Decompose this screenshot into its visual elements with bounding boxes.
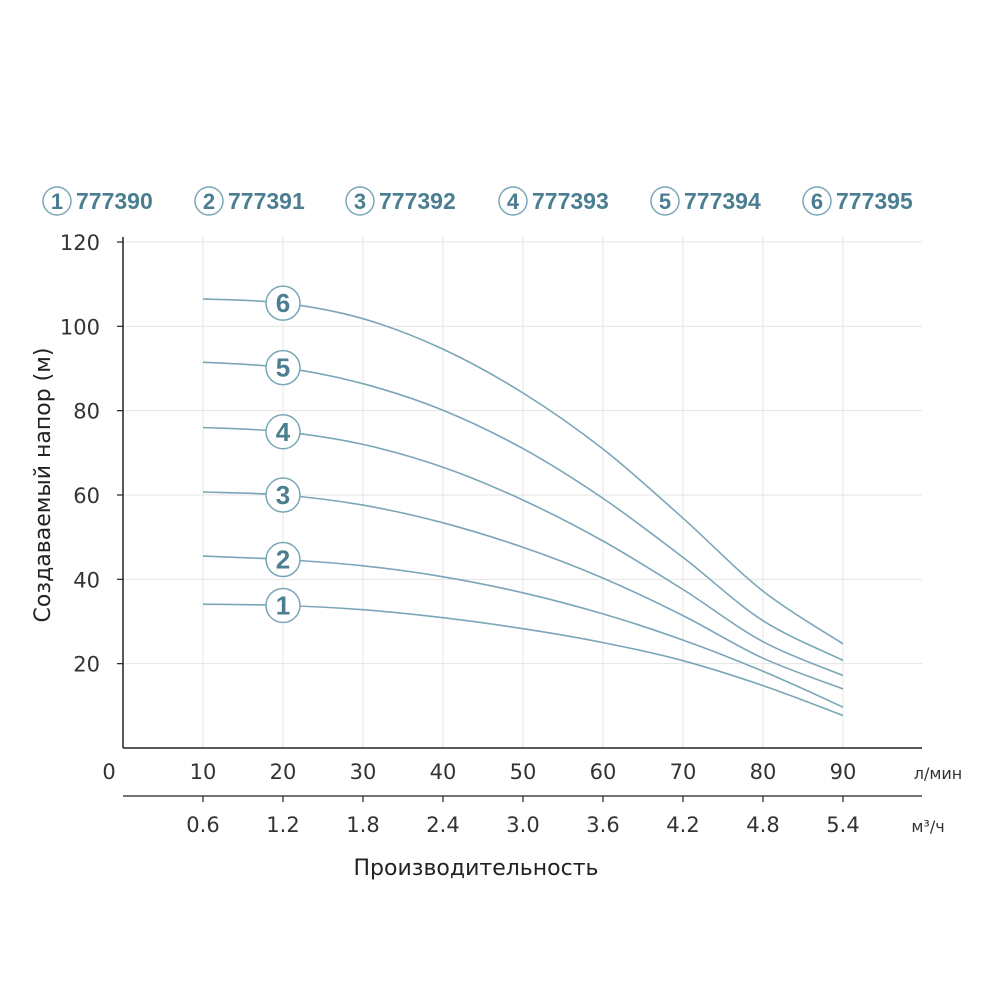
curve-label-1: 1 — [276, 590, 290, 620]
curve-3 — [202, 491, 844, 690]
curve-label-circle-3 — [265, 477, 301, 513]
curves — [202, 298, 844, 717]
y-tick-label: 120 — [60, 231, 100, 255]
legend-num-3: 3 — [354, 189, 366, 214]
x-tick-label-m3h: 1.2 — [266, 813, 299, 837]
curve-label-5: 5 — [276, 353, 290, 383]
legend-num-2: 2 — [203, 189, 215, 214]
legend-circle-4 — [498, 186, 528, 216]
x-tick-label-lmin: 60 — [590, 760, 617, 784]
legend-code-6: 777395 — [836, 188, 913, 214]
origin-label: 0 — [102, 760, 115, 784]
curve-label-6: 6 — [276, 288, 290, 318]
y-axis-title: Создаваемый напор (м) — [31, 348, 56, 623]
curve-6 — [202, 298, 844, 645]
x-unit-m3h: м³/ч — [911, 817, 944, 836]
curve-labels: 1 2 3 4 5 6 — [265, 285, 301, 624]
x-tick-label-m3h: 2.4 — [426, 813, 459, 837]
y-tick-label: 20 — [73, 653, 100, 677]
x-tick-label-m3h: 4.8 — [746, 813, 779, 837]
x-unit-lmin: л/мин — [914, 764, 963, 783]
x-axis-title: Производительность — [354, 856, 599, 881]
x-tick-label-lmin: 30 — [350, 760, 377, 784]
y-tick-label: 40 — [73, 568, 100, 592]
legend-num-6: 6 — [811, 189, 823, 214]
x-tick-label-m3h: 3.0 — [506, 813, 539, 837]
x-tick-label-m3h: 4.2 — [666, 813, 699, 837]
curve-1 — [202, 603, 844, 717]
legend-code-2: 777391 — [228, 188, 305, 214]
legend-num-1: 1 — [51, 189, 63, 214]
x-tick-label-lmin: 70 — [670, 760, 697, 784]
x-tick-label-m3h: 5.4 — [826, 813, 859, 837]
curve-label-circle-1 — [265, 587, 301, 624]
legend-circle-6 — [802, 186, 832, 216]
curve-label-circle-4 — [265, 414, 301, 450]
x-tick-label-m3h: 3.6 — [586, 813, 619, 837]
legend-circle-3 — [345, 186, 375, 216]
curve-label-2: 2 — [276, 545, 290, 575]
legend-code-1: 777390 — [76, 188, 153, 214]
legend-code-4: 777393 — [532, 188, 609, 214]
curve-label-3: 3 — [276, 480, 290, 510]
legend-circle-5 — [650, 186, 680, 216]
x-tick-label-lmin: 80 — [750, 760, 777, 784]
x-tick-label-lmin: 50 — [510, 760, 537, 784]
x-tick-label-m3h: 0.6 — [186, 813, 219, 837]
legend-code-5: 777394 — [684, 188, 761, 214]
x-tick-label-lmin: 20 — [270, 760, 297, 784]
x-tick-label-lmin: 90 — [830, 760, 857, 784]
y-tick-label: 60 — [73, 484, 100, 508]
x-ticks: 10 0.6 20 1.2 30 1.8 40 2.4 50 3.0 60 3.6 70 4.2 80 4.8… — [186, 760, 859, 837]
curve-5 — [202, 361, 844, 662]
x-tick-label-lmin: 10 — [190, 760, 217, 784]
grid — [123, 237, 922, 748]
y-tick-label: 100 — [60, 315, 100, 339]
x-tick-label-m3h: 1.8 — [346, 813, 379, 837]
x-tick-label-lmin: 40 — [430, 760, 457, 784]
y-ticks: 20 40 60 80 100 120 — [60, 231, 123, 677]
legend-circle-1 — [42, 186, 72, 216]
curve-label-circle-2 — [265, 541, 301, 578]
legend-num-4: 4 — [507, 189, 520, 214]
legend-code-3: 777392 — [379, 188, 456, 214]
legend-circle-2 — [194, 186, 224, 216]
y-tick-label: 80 — [73, 400, 100, 424]
legend-num-5: 5 — [659, 189, 671, 214]
curve-2 — [202, 555, 844, 708]
curve-label-circle-5 — [265, 349, 301, 386]
curve-label-circle-6 — [265, 285, 301, 321]
legend: 1 777390 2 777391 3 777392 4 777393 5 777394 6 7773… — [42, 186, 913, 216]
curve-label-4: 4 — [276, 417, 291, 447]
curve-4 — [202, 426, 844, 677]
